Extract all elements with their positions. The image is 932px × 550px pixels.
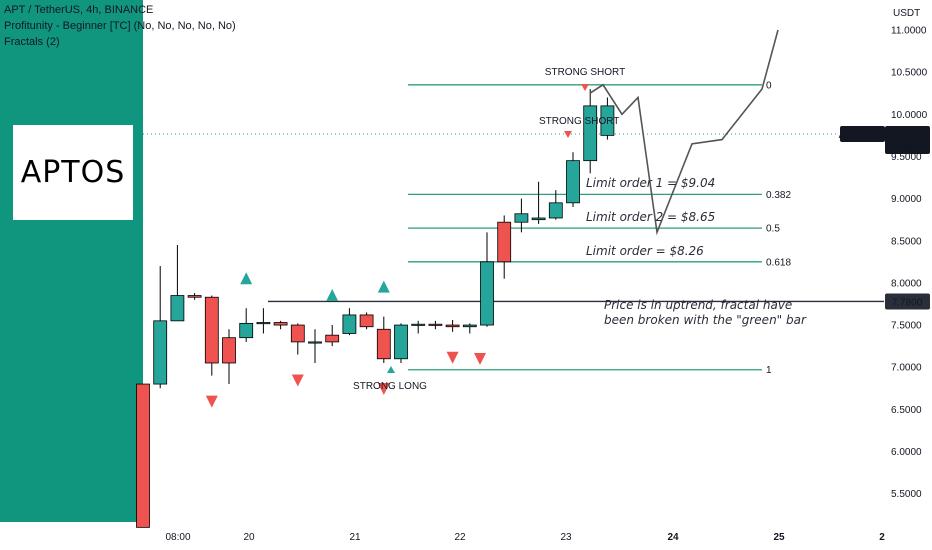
candle-body [600,105,615,136]
time-tick-label: 21 [349,532,361,543]
fractal-down-marker [205,395,218,408]
candle-body [204,296,219,364]
price-tick-label: 7.0000 [891,363,922,374]
strong-short-label: STRONG SHORT [545,67,625,78]
price-tick-label: 6.0000 [891,447,922,458]
candle-body [548,202,563,219]
candle-body [170,295,185,322]
candle-body [325,334,340,343]
fib-level-label: 0 [766,80,772,91]
candle-body [308,341,322,344]
candle-body [153,320,168,385]
fractal-down-marker [474,353,486,365]
symbol-title: APT / TetherUS, 4h, BINANCE [4,4,154,16]
time-tick-label: 2 [879,532,885,543]
strong-long-arrow [387,366,395,373]
current-price-text: 9.7657 [892,130,923,141]
fractal-up-marker [377,280,390,293]
fib-level-label: 0.382 [766,190,791,201]
candle-body [256,322,271,325]
forecast-path [589,29,779,236]
left-panel-band [0,0,143,522]
aptos-logo-text: APTOS [20,155,126,190]
candle-body [376,328,391,360]
fractal-up-marker [326,289,339,302]
price-tick-label: 10.5000 [891,68,928,79]
fractal-up-marker [240,272,253,285]
symbol-badge [840,126,885,143]
level-price-badge [885,293,930,310]
level-price-text: 7.7800 [892,297,923,308]
strong-short-arrow [581,84,589,91]
symbol-badge-text: APTUSDT [839,130,886,141]
current-price-badge [885,126,930,155]
uptrend-note-line2: been broken with the "green" bar [604,313,807,327]
fractal-down-marker [291,374,304,387]
strong-short-label: STRONG SHORT [539,116,619,127]
time-tick-label: 23 [560,532,572,543]
candle-body [514,213,529,223]
candle-body [136,383,150,528]
time-tick-label: 08:00 [165,532,190,543]
price-tick-label: 11.0000 [891,26,927,37]
candle-body [359,314,374,328]
candle-body [411,323,426,326]
price-tick-label: 8.0000 [891,278,922,289]
limit-order-1-note: Limit order 1 = $9.04 [586,176,715,190]
candle-body [445,324,460,328]
candle-body [394,324,408,360]
price-tick-label: 5.5000 [891,489,922,500]
candle-body [497,221,512,263]
candle-body [239,322,254,339]
fractal-down-marker [377,382,390,395]
candle-body [273,322,288,326]
candle-body [480,261,494,326]
limit-order-2-note: Limit order 2 = $8.65 [586,210,715,224]
aptos-logo: APTOS [13,125,133,220]
time-tick-label: 22 [454,532,466,543]
bar-countdown-text: 01:48:30 [888,142,927,153]
price-axis-unit: USDT [893,8,920,19]
price-tick-label: 9.0000 [891,194,922,205]
price-tick-label: 10.0000 [891,110,928,121]
strong-long-label: STRONG LONG [353,381,427,392]
candle-body [290,324,305,343]
candle-body [566,160,580,204]
fib-level-label: 0.618 [766,257,791,268]
time-tick-label: 25 [773,532,785,543]
candle-body [462,324,477,328]
price-tick-label: 9.5000 [891,152,922,163]
uptrend-note-line1: Price is in uptrend, fractal have [604,298,792,312]
price-tick-label: 7.5000 [891,321,922,332]
candle-body [187,295,202,298]
candle-body [222,337,236,364]
fib-level-label: 0.5 [766,224,780,235]
candle-body [428,323,443,326]
limit-order-3-note: Limit order = $8.26 [586,244,704,258]
price-tick-label: 6.5000 [891,405,922,416]
time-tick-label: 24 [667,532,679,543]
time-tick-label: 20 [243,532,255,543]
indicator-title: Profitunity - Beginner [TC] (No, No, No,… [4,20,236,32]
fractals-title: Fractals (2) [4,36,60,48]
fractal-down-marker [446,351,459,364]
strong-short-arrow [564,131,572,138]
fib-level-label: 1 [766,365,772,376]
candle-body [583,105,598,162]
candle-body [531,217,546,221]
candle-body [342,314,357,334]
price-tick-label: 8.5000 [891,236,922,247]
